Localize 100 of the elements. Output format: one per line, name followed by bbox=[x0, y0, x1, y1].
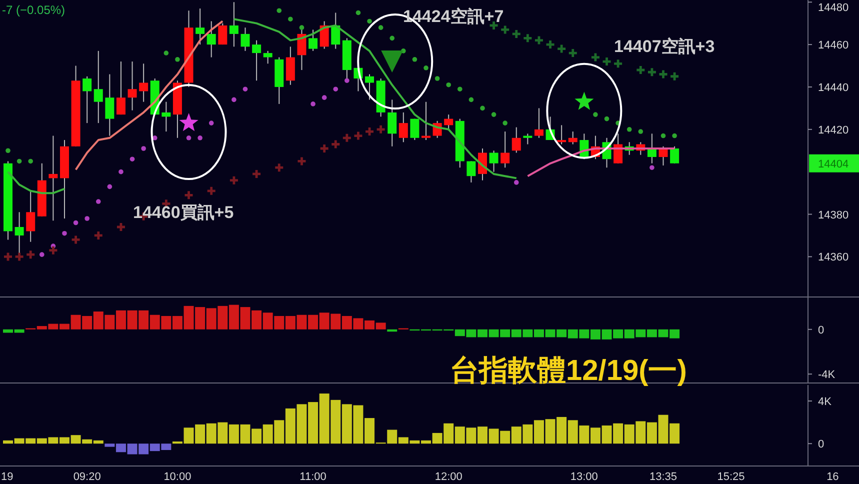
point bbox=[186, 135, 192, 140]
y-tick-label: 0 bbox=[818, 438, 824, 451]
point bbox=[367, 18, 372, 24]
point bbox=[164, 50, 169, 56]
x-tick-label: 13:00 bbox=[570, 471, 598, 483]
candlestick bbox=[331, 12, 340, 50]
candlestick bbox=[206, 20, 216, 58]
point bbox=[534, 35, 544, 46]
point bbox=[322, 95, 327, 100]
point bbox=[626, 127, 632, 132]
point bbox=[62, 230, 67, 236]
candlestick bbox=[523, 133, 532, 145]
x-tick-label: 16 bbox=[826, 471, 839, 483]
point bbox=[446, 82, 451, 88]
candlestick bbox=[218, 22, 228, 46]
point bbox=[434, 76, 440, 81]
y-tick-label: 4K bbox=[818, 396, 832, 408]
candlestick bbox=[308, 29, 318, 52]
point bbox=[468, 97, 474, 102]
point bbox=[198, 135, 202, 140]
point bbox=[514, 180, 519, 185]
candlestick bbox=[26, 190, 36, 242]
point bbox=[184, 190, 194, 200]
point bbox=[276, 8, 282, 14]
point bbox=[574, 92, 594, 110]
point bbox=[376, 124, 386, 135]
point bbox=[141, 146, 146, 151]
point bbox=[2, 251, 14, 262]
candlestick bbox=[229, 2, 238, 48]
y-tick-label: -4K bbox=[818, 369, 836, 382]
point bbox=[646, 66, 658, 78]
point bbox=[480, 106, 485, 111]
point bbox=[228, 175, 240, 186]
point bbox=[84, 216, 90, 221]
y-tick-label: 0 bbox=[818, 324, 824, 336]
point bbox=[500, 24, 510, 35]
y-tick-label: 14460 bbox=[818, 40, 849, 52]
candlestick bbox=[286, 46, 295, 86]
point bbox=[118, 169, 124, 174]
candlestick bbox=[466, 160, 476, 183]
point bbox=[333, 86, 338, 92]
point bbox=[6, 148, 10, 154]
point bbox=[344, 78, 350, 84]
candlestick bbox=[116, 61, 126, 116]
point bbox=[342, 132, 352, 144]
point bbox=[545, 39, 556, 50]
point bbox=[660, 133, 666, 138]
point bbox=[511, 28, 522, 40]
point bbox=[288, 16, 293, 22]
point bbox=[152, 135, 158, 140]
point bbox=[70, 234, 81, 245]
point bbox=[48, 245, 58, 256]
candlestick bbox=[398, 112, 408, 143]
candlestick bbox=[500, 131, 510, 168]
candlestick bbox=[444, 114, 454, 130]
candlestick bbox=[240, 27, 250, 52]
point bbox=[179, 113, 198, 132]
point bbox=[356, 10, 361, 16]
point bbox=[672, 133, 677, 138]
point bbox=[299, 25, 304, 30]
point bbox=[381, 50, 404, 73]
point bbox=[638, 129, 644, 134]
point bbox=[412, 57, 418, 62]
point bbox=[96, 199, 101, 204]
candlestick bbox=[410, 118, 420, 141]
point bbox=[242, 86, 248, 92]
point bbox=[16, 158, 22, 164]
point bbox=[251, 168, 262, 180]
point bbox=[669, 71, 680, 82]
candlestick bbox=[422, 101, 430, 141]
candlestick bbox=[82, 76, 92, 124]
point bbox=[28, 158, 33, 164]
candlestick bbox=[162, 101, 171, 132]
point bbox=[353, 130, 364, 141]
candlestick bbox=[489, 150, 498, 172]
y-tick-label: 14380 bbox=[818, 209, 849, 222]
point bbox=[390, 36, 395, 41]
point bbox=[206, 186, 217, 196]
line-series bbox=[74, 20, 224, 171]
annotation: 14424空訊+7 bbox=[403, 7, 504, 26]
point bbox=[502, 120, 508, 126]
point bbox=[491, 112, 496, 117]
x-tick-label: 11:00 bbox=[300, 471, 326, 483]
point bbox=[73, 220, 78, 226]
point bbox=[296, 156, 307, 166]
candlestick bbox=[670, 146, 680, 164]
candlestick bbox=[388, 99, 397, 147]
candlestick bbox=[365, 74, 374, 100]
y-tick-label: 14360 bbox=[818, 252, 849, 264]
point bbox=[274, 162, 284, 173]
x-tick-label: 10:00 bbox=[164, 471, 192, 483]
point bbox=[39, 252, 44, 257]
annotation: 14460買訊+5 bbox=[133, 203, 234, 222]
point bbox=[378, 25, 384, 30]
point bbox=[116, 222, 126, 232]
candlestick bbox=[48, 135, 58, 222]
candlestick bbox=[252, 40, 262, 82]
candlestick bbox=[263, 50, 272, 64]
candlestick bbox=[139, 63, 148, 102]
point bbox=[107, 184, 112, 190]
